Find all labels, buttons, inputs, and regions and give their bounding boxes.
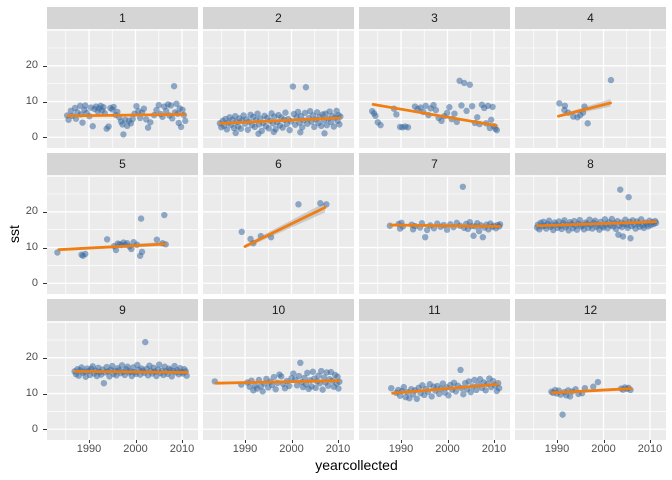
- y-tick-mark: [43, 137, 47, 139]
- y-tick-mark: [43, 283, 47, 285]
- facet-11-strip: 11: [359, 299, 510, 321]
- y-tick-label: 20: [25, 205, 38, 218]
- facet-9-panel: [47, 321, 198, 440]
- y-axis-title: sst: [6, 225, 22, 243]
- y-tick-mark: [43, 393, 47, 395]
- facet-6-strip: 6: [203, 153, 354, 175]
- x-tick-label: 2000: [591, 443, 616, 455]
- y-tick-label: 20: [25, 59, 38, 72]
- x-tick-label: 2010: [325, 443, 351, 455]
- x-tick-mark: [603, 440, 605, 443]
- x-tick-label: 1990: [76, 443, 102, 455]
- facet-12-panel: [515, 321, 666, 440]
- x-tick-label: 2010: [481, 443, 507, 455]
- x-tick-label: 2000: [435, 443, 460, 455]
- x-tick-label: 2010: [637, 443, 663, 455]
- x-tick-mark: [650, 440, 651, 443]
- facet-1: 1: [47, 7, 198, 148]
- y-tick-label: 0: [31, 276, 38, 289]
- facet-9-strip: 9: [47, 299, 198, 321]
- y-tick-mark: [43, 247, 47, 249]
- facet-9: 9: [47, 299, 198, 440]
- x-tick-label: 2010: [169, 443, 195, 455]
- x-tick-mark: [557, 440, 558, 443]
- facet-10-panel: [203, 321, 354, 440]
- facet-11-panel: [359, 321, 510, 440]
- facet-7: 7: [359, 153, 510, 294]
- facet-7-strip: 7: [359, 153, 510, 175]
- x-tick-label: 1990: [388, 443, 414, 455]
- facet-5-strip: 5: [47, 153, 198, 175]
- facet-1-panel: [47, 29, 198, 148]
- y-tick-label: 20: [25, 351, 38, 364]
- facet-8-strip: 8: [515, 153, 666, 175]
- facet-6-panel: [203, 175, 354, 294]
- x-tick-mark: [401, 440, 402, 443]
- facet-5: 5: [47, 153, 198, 294]
- y-tick-mark: [43, 429, 47, 431]
- y-tick-label: 10: [25, 95, 38, 108]
- x-tick-mark: [291, 440, 293, 443]
- x-tick-mark: [494, 440, 495, 443]
- facet-1-strip: 1: [47, 7, 198, 29]
- y-tick-label: 0: [31, 130, 38, 143]
- x-tick-mark: [135, 440, 137, 443]
- facet-2: 2: [203, 7, 354, 148]
- facet-8-panel: [515, 175, 666, 294]
- facet-12: 12: [515, 299, 666, 440]
- facet-8: 8: [515, 153, 666, 294]
- y-tick-mark: [43, 101, 47, 103]
- y-tick-mark: [43, 65, 47, 67]
- y-tick-mark: [43, 211, 47, 213]
- facet-6: 6: [203, 153, 354, 294]
- x-tick-label: 1990: [232, 443, 258, 455]
- facet-2-panel: [203, 29, 354, 148]
- facet-4: 4: [515, 7, 666, 148]
- facet-3-strip: 3: [359, 7, 510, 29]
- facet-10: 10: [203, 299, 354, 440]
- x-axis-title: yearcollected: [315, 457, 398, 473]
- facet-4-panel: [515, 29, 666, 148]
- facet-11: 11: [359, 299, 510, 440]
- y-tick-mark: [43, 357, 47, 359]
- facet-3-panel: [359, 29, 510, 148]
- y-tick-label: 0: [31, 422, 38, 435]
- x-tick-label: 2000: [279, 443, 304, 455]
- facet-12-strip: 12: [515, 299, 666, 321]
- facet-2-strip: 2: [203, 7, 354, 29]
- facet-4-strip: 4: [515, 7, 666, 29]
- y-tick-label: 10: [25, 387, 38, 400]
- x-tick-label: 2000: [123, 443, 148, 455]
- x-tick-mark: [338, 440, 339, 443]
- facet-3: 3: [359, 7, 510, 148]
- x-tick-label: 1990: [544, 443, 570, 455]
- facet-7-panel: [359, 175, 510, 294]
- facet-5-panel: [47, 175, 198, 294]
- y-tick-label: 10: [25, 241, 38, 254]
- x-tick-mark: [245, 440, 246, 443]
- x-tick-mark: [182, 440, 183, 443]
- facet-10-strip: 10: [203, 299, 354, 321]
- x-tick-mark: [447, 440, 449, 443]
- x-tick-mark: [89, 440, 90, 443]
